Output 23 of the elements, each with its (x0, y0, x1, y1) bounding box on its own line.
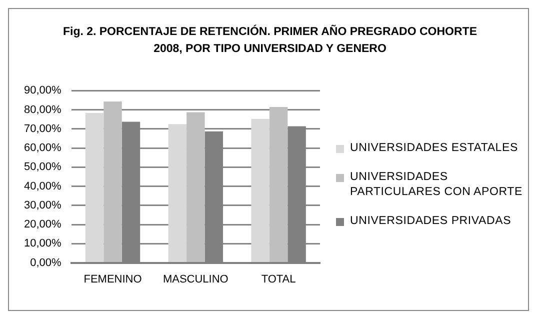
legend-label: UNIVERSIDADES PARTICULARES CON APORTE (350, 170, 524, 200)
x-tick-label: TOTAL (261, 273, 296, 286)
x-tick-label: FEMENINO (84, 273, 142, 286)
bar (269, 107, 288, 262)
bar (104, 102, 122, 262)
y-tick-label: 60,00% (24, 142, 62, 154)
y-tick-label: 80,00% (24, 104, 62, 116)
x-tick-label: MASCULINO (162, 273, 229, 286)
legend-label: UNIVERSIDADES PRIVADAS (350, 214, 512, 229)
y-tick-label: 90,00% (24, 84, 62, 97)
y-tick-label: 50,00% (24, 161, 62, 174)
y-tick-label: 70,00% (24, 122, 62, 135)
y-tick-label: 40,00% (24, 180, 62, 192)
bar (251, 118, 270, 262)
y-tick-label: 30,00% (24, 199, 62, 212)
chart-title: Fig. 2. PORCENTAJE DE RETENCIÓN. PRIMER AÑO PREGRADO COHORTE 2008, POR TIPO UNIVERSIDAD Y GENERO (62, 24, 478, 57)
bar (168, 124, 187, 262)
legend-label: UNIVERSIDADES ESTATALES (350, 141, 518, 156)
bar (186, 112, 205, 262)
y-tick-label: 20,00% (24, 218, 62, 231)
bar (85, 112, 104, 262)
y-tick-label: 0,00% (30, 256, 62, 269)
y-tick-label: 10,00% (24, 238, 62, 250)
